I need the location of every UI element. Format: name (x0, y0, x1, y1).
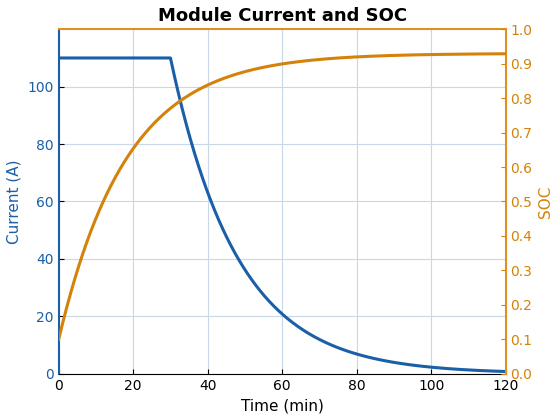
X-axis label: Time (min): Time (min) (241, 398, 324, 413)
Y-axis label: Current (A): Current (A) (7, 159, 22, 244)
Y-axis label: SOC: SOC (538, 185, 553, 218)
Title: Module Current and SOC: Module Current and SOC (157, 7, 407, 25)
